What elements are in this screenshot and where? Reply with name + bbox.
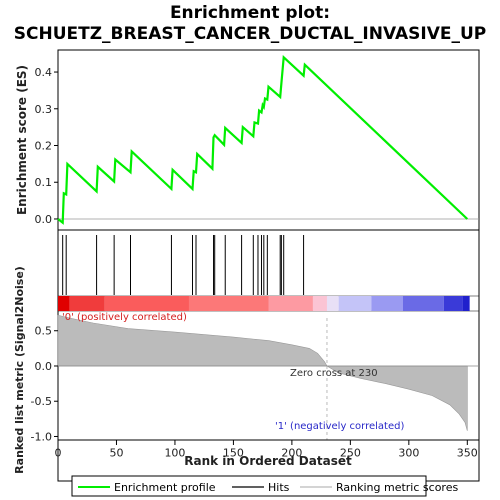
ranking-metric-area xyxy=(57,314,479,440)
rank-bar-segment xyxy=(326,296,339,311)
x-tick-label: 250 xyxy=(340,447,361,460)
metric-y-tick-label: -1.0 xyxy=(31,430,52,443)
rank-bar-segment xyxy=(69,296,105,311)
hits-marks xyxy=(62,235,305,295)
positive-correlation-label: '0' (positively correlated) xyxy=(62,312,187,323)
x-tick-label: 200 xyxy=(281,447,302,460)
rank-bar-segment xyxy=(58,296,70,311)
x-axis-title: Rank in Ordered Dataset xyxy=(184,454,352,468)
zero-cross-label: Zero cross at 230 xyxy=(290,368,378,379)
chart-title-line1: Enrichment plot: xyxy=(170,3,330,23)
es-y-tick-label: 0.1 xyxy=(35,176,53,189)
legend-metric-label: Ranking metric scores xyxy=(336,481,458,494)
metric-y-tick-label: -0.5 xyxy=(31,395,52,408)
rank-bar-segment xyxy=(312,296,327,311)
x-tick-label: 150 xyxy=(223,447,244,460)
ranking-metric-fill xyxy=(57,314,468,431)
outer-frame xyxy=(57,49,480,482)
es-y-tick-label: 0.2 xyxy=(35,140,53,153)
rank-bar-segment xyxy=(371,296,403,311)
rank-bar-segment xyxy=(402,296,444,311)
x-tick-label: 300 xyxy=(398,447,419,460)
legend-enrichment-label: Enrichment profile xyxy=(114,481,216,494)
legend-hits-label: Hits xyxy=(268,481,290,494)
enrichment-profile-line xyxy=(57,54,469,225)
enrichment-profile-path xyxy=(57,54,469,225)
x-tick-label: 350 xyxy=(457,447,478,460)
legend: Enrichment profile Hits Ranking metric s… xyxy=(71,475,458,497)
es-y-tick-label: 0.4 xyxy=(35,66,53,79)
rank-bar-segment xyxy=(268,296,313,311)
es-y-tick-label: 0.3 xyxy=(35,103,53,116)
rank-bar-segment xyxy=(338,296,372,311)
es-y-tick-label: 0.0 xyxy=(35,213,53,226)
metric-y-axis-title: Ranked list metric (Signal2Noise) xyxy=(13,266,26,474)
rank-bar-segment xyxy=(104,296,189,311)
metric-y-tick-label: 0.5 xyxy=(35,325,53,338)
chart-title-line2: SCHUETZ_BREAST_CANCER_DUCTAL_INVASIVE_UP xyxy=(14,24,486,44)
es-y-axis: 0.0 0.1 0.2 0.3 0.4 xyxy=(35,66,58,226)
rank-bar-segment xyxy=(188,296,269,311)
rank-bar xyxy=(58,296,470,311)
x-tick-label: 50 xyxy=(109,447,123,460)
x-tick-label: 0 xyxy=(55,447,62,460)
negative-correlation-label: '1' (negatively correlated) xyxy=(275,421,404,432)
rank-bar-segment xyxy=(462,296,470,311)
legend-box xyxy=(71,475,427,497)
es-y-axis-title: Enrichment score (ES) xyxy=(15,65,29,215)
rank-bar-segment xyxy=(443,296,463,311)
metric-y-tick-label: 0.0 xyxy=(35,360,53,373)
x-tick-label: 100 xyxy=(164,447,185,460)
metric-y-axis: 0.5 0.0 -0.5 -1.0 xyxy=(31,325,58,443)
x-axis: 0 50 100 150 200 250 300 350 xyxy=(55,439,479,460)
